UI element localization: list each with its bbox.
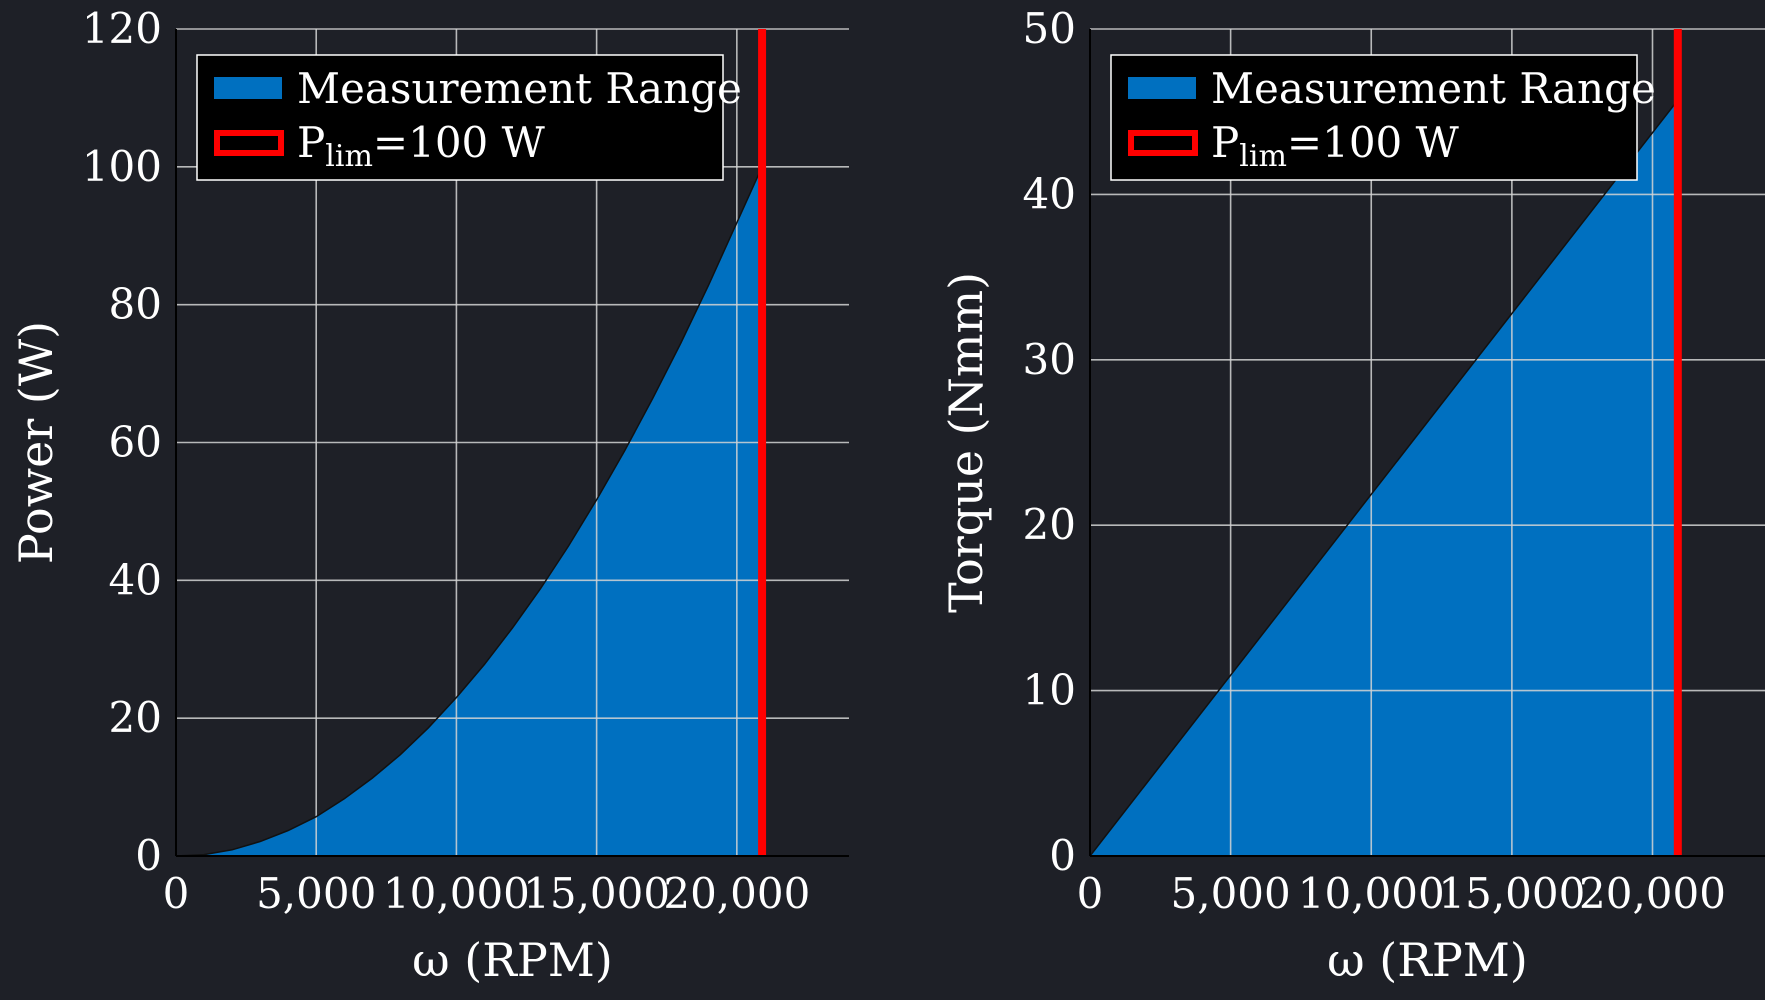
y-tick-label: 50	[1023, 4, 1076, 53]
x-tick-label: 20,000	[663, 869, 810, 918]
y-axis-label: Power (W)	[9, 321, 63, 564]
y-tick-label: 30	[1023, 335, 1076, 384]
x-tick-label: 15,000	[523, 869, 670, 918]
x-tick-label: 10,000	[383, 869, 530, 918]
x-tick-label: 0	[1077, 869, 1104, 918]
legend-swatch-power-limit	[214, 130, 284, 156]
x-axis-label: ω (RPM)	[1327, 933, 1528, 987]
legend-label-power-limit: Plim=100 W	[297, 118, 546, 174]
x-tick-label: 10,000	[1298, 869, 1445, 918]
y-tick-label: 20	[109, 693, 162, 742]
x-tick-label: 5,000	[1171, 869, 1291, 918]
x-tick-label: 0	[163, 869, 190, 918]
legend-label-power-limit-suffix: =100 W	[373, 118, 546, 167]
legend-label-power-limit: Plim=100 W	[1211, 118, 1460, 174]
measurement-range-curve	[1089, 99, 1679, 857]
y-tick-label: 40	[1023, 169, 1076, 218]
legend-label-measurement-range: Measurement Range	[1211, 64, 1656, 113]
x-tick-label: 5,000	[256, 869, 376, 918]
measurement-range-area	[176, 166, 763, 857]
y-tick-label: 80	[109, 280, 162, 329]
legend-label-power-limit-subscript: lim	[325, 139, 373, 174]
legend: Measurement Range Plim=100 W	[1110, 54, 1656, 181]
legend-swatch-power-limit	[1128, 130, 1198, 156]
legend-box	[1110, 54, 1638, 181]
y-tick-label: 10	[1023, 666, 1076, 715]
legend-label-power-limit-main: P	[297, 118, 325, 167]
legend-swatch-measurement-range	[214, 77, 282, 99]
legend-label-measurement-range: Measurement Range	[297, 64, 742, 113]
legend-label-power-limit-main: P	[1211, 118, 1239, 167]
legend-label-power-limit-subscript: lim	[1239, 139, 1287, 174]
y-tick-label: 40	[109, 555, 162, 604]
y-tick-label: 0	[1049, 831, 1076, 880]
y-axis-label: Torque (Nmm)	[939, 272, 993, 613]
measurement-range-curve	[175, 166, 763, 857]
y-tick-label: 0	[135, 831, 162, 880]
legend-swatch-measurement-range	[1128, 77, 1196, 99]
x-tick-label: 20,000	[1579, 869, 1726, 918]
y-tick-label: 100	[82, 142, 162, 191]
x-axis-label: ω (RPM)	[412, 933, 613, 987]
y-tick-label: 120	[82, 4, 162, 53]
legend: Measurement Range Plim=100 W	[196, 54, 742, 181]
legend-box	[196, 54, 724, 181]
x-tick-label: 15,000	[1438, 869, 1585, 918]
legend-label-power-limit-suffix: =100 W	[1287, 118, 1460, 167]
y-tick-label: 60	[109, 418, 162, 467]
y-tick-label: 20	[1023, 500, 1076, 549]
